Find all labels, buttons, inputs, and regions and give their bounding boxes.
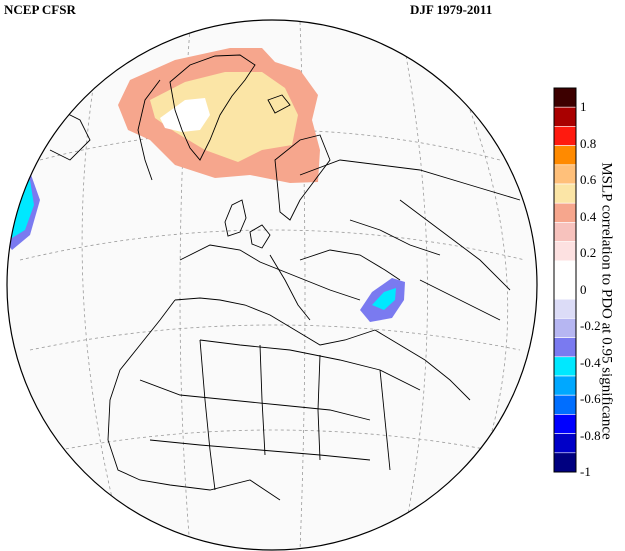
colorbar-tick-label: 1 <box>580 99 587 114</box>
colorbar-tick-label: 0.4 <box>580 208 597 224</box>
colorbar-swatch <box>553 126 577 146</box>
colorbar-title: MSLP correlation to PDO at 0.95 signific… <box>598 162 615 440</box>
globe-disk <box>7 20 537 550</box>
coastlines <box>49 54 521 501</box>
colorbar-tick-label: -0.4 <box>580 354 601 370</box>
colorbar-tick-label: 0.8 <box>580 135 597 151</box>
colorbar-swatch <box>553 164 577 185</box>
colorbar-tick-label: -0.8 <box>580 427 601 443</box>
title-right: DJF 1979-2011 <box>410 2 493 17</box>
colorbar-swatch <box>553 260 577 281</box>
colorbar-swatch <box>553 356 577 377</box>
colorbar <box>553 87 577 473</box>
colorbar-tick-label: 0 <box>580 281 587 297</box>
colorbar-swatch <box>553 337 577 358</box>
colorbar-tick-label: 0.2 <box>580 245 597 260</box>
colorbar-tick-label: 0.6 <box>580 172 597 187</box>
globe-outline <box>6 19 538 551</box>
colorbar-swatch <box>553 279 577 300</box>
colorbar-swatch <box>553 183 577 204</box>
colorbar-frame <box>553 87 577 473</box>
colorbar-swatch <box>553 298 577 319</box>
colorbar-swatch <box>553 222 577 242</box>
colorbar-swatch <box>553 433 577 454</box>
colorbar-swatch <box>553 202 577 223</box>
colorbar-swatch <box>553 394 577 415</box>
graticule <box>19 21 526 550</box>
colorbar-swatch <box>553 414 577 434</box>
colorbar-tick-label: -0.6 <box>580 391 601 406</box>
colorbar-swatch <box>553 106 577 127</box>
colorbar-swatch <box>553 241 577 262</box>
positive-anomaly-north-atlantic <box>118 48 320 183</box>
colorbar-tick-label: -1 <box>580 464 591 479</box>
colorbar-swatch <box>553 375 577 396</box>
colorbar-swatch <box>553 318 577 338</box>
colorbar-swatch <box>553 452 577 473</box>
colorbar-swatch <box>553 145 577 166</box>
title-left: NCEP CFSR <box>4 2 76 17</box>
colorbar-tick-label: -0.2 <box>580 318 601 333</box>
colorbar-swatch <box>553 87 577 108</box>
